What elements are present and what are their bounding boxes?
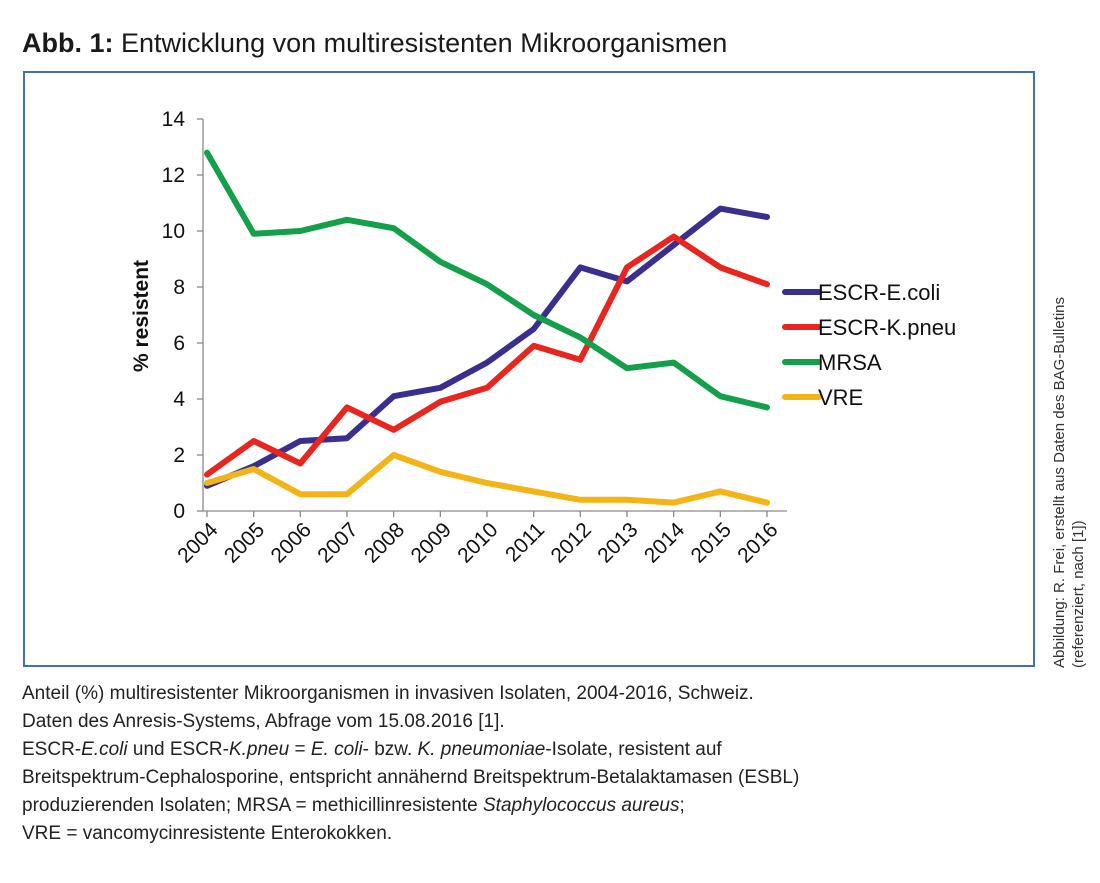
side-note-line-2: (referenziert, nach [1]) [1070,520,1087,668]
y-tick-label: 6 [173,332,185,355]
x-tick-label: 2009 [407,518,456,567]
series-lines [204,149,770,506]
caption-italic: K. pneumoniae [417,739,546,760]
legend-label: ESCR-E.coli [818,280,940,305]
x-tick-label: 2005 [220,518,269,567]
figure-label: Abb. 1: [22,28,114,58]
y-axis-label: % resistent [130,260,153,372]
series-line-mrsa [204,149,770,411]
caption-text: - bzw. [362,739,418,760]
x-tick-label: 2012 [547,518,596,567]
caption-italic: Staphylococcus aureus [483,795,680,816]
caption-text: ESCR- [22,739,82,760]
caption-text: produzierenden Isolaten; MRSA = methicil… [22,795,483,816]
line-chart: 0246810121420042005200620072008200920102… [130,108,956,568]
legend: ESCR-E.coli ESCR-K.pneu MRSA VRE [782,280,956,410]
y-tick-label: 2 [173,444,185,467]
caption-line-4: Breitspektrum-Cephalosporine, entspricht… [22,767,800,788]
caption: Anteil (%) multiresistenter Mikroorganis… [22,680,1082,848]
legend-label: VRE [818,385,863,410]
caption-line-2: Daten des Anresis-Systems, Abfrage vom 1… [22,711,505,732]
series-line-vre [204,452,770,506]
caption-line-6: VRE = vancomycinresistente Enterokokken. [22,823,393,844]
y-tick-label: 14 [162,108,186,131]
x-tick-label: 2016 [733,518,782,567]
legend-label: ESCR-K.pneu [818,315,956,340]
figure-title-text: Entwicklung von multiresistenten Mikroor… [121,28,728,58]
y-tick-label: 4 [173,388,185,411]
caption-text: und ESCR- [127,739,229,760]
x-tick-label: 2004 [173,518,223,568]
y-tick-label: 8 [173,276,185,299]
y-tick-label: 0 [173,500,185,523]
x-tick-label: 2011 [501,518,549,566]
caption-line-3: ESCR-E.coli und ESCR-K.pneu = E. coli- b… [22,736,1082,764]
caption-line-1: Anteil (%) multiresistenter Mikroorganis… [22,683,754,704]
caption-text: ; [679,795,685,816]
caption-line-5: produzierenden Isolaten; MRSA = methicil… [22,792,1082,820]
caption-italic: E.coli [81,739,128,760]
caption-text: = [289,739,311,760]
legend-label: MRSA [818,350,882,375]
figure-title: Abb. 1: Entwicklung von multiresistenten… [22,28,727,59]
caption-italic: K.pneu [228,739,290,760]
caption-italic: E. coli [310,739,363,760]
side-note: Abbildung: R. Frei, erstellt aus Daten d… [1050,168,1088,668]
y-tick-label: 12 [162,164,185,187]
series-line-escr-k-pneu [204,233,770,478]
x-tick-label: 2006 [267,518,316,567]
x-tick-label: 2008 [360,518,409,567]
x-tick-label: 2014 [640,518,690,568]
chart-frame: 0 2 4 6 8 10 12 14 2004 2005 2006 2007 2008 2009 2010 2… [23,71,1035,667]
caption-text: -Isolate, resistent auf [545,739,722,760]
x-tick-label: 2010 [453,518,502,567]
side-note-line-1: Abbildung: R. Frei, erstellt aus Daten d… [1051,296,1068,668]
x-tick-label: 2007 [313,518,362,567]
x-tick-label: 2013 [593,518,642,567]
x-tick-label: 2015 [687,518,736,567]
y-tick-label: 10 [162,220,185,243]
series-line-escr-e-coli [204,205,770,489]
